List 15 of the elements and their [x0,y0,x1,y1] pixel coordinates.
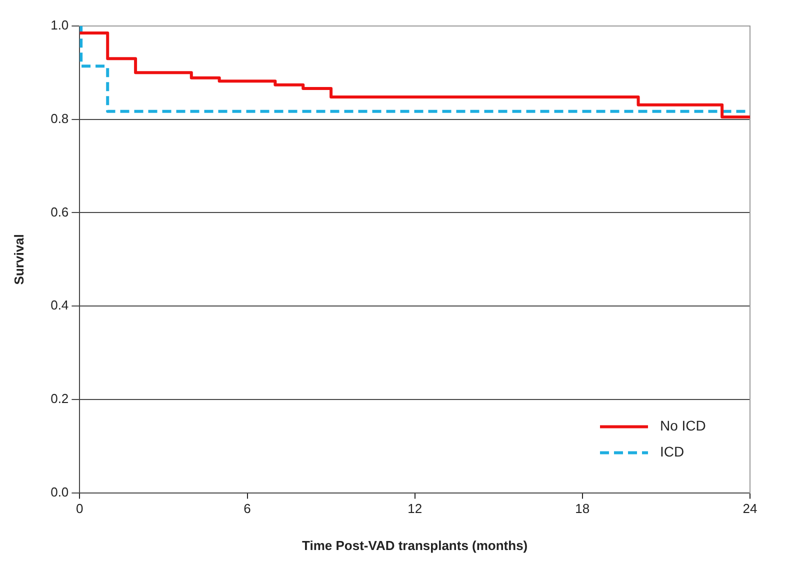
y-tick-label: 0.0 [50,484,69,500]
x-tick-label: 18 [575,501,590,516]
y-tick-label: 1.0 [50,18,69,33]
y-tick-label: 0.8 [50,110,69,126]
legend-label: ICD [660,444,684,460]
y-axis-title: Survival [11,234,26,285]
y-tick-label: 0.6 [50,204,69,220]
x-tick-label: 6 [244,501,251,516]
x-tick-label: 24 [742,501,758,516]
x-tick-label: 0 [76,501,84,516]
x-axis-title: Time Post-VAD transplants (months) [302,538,528,553]
y-tick-label: 0.4 [50,298,69,313]
legend-label: No ICD [660,418,706,434]
x-tick-label: 12 [408,501,422,516]
y-tick-label: 0.2 [50,391,69,406]
